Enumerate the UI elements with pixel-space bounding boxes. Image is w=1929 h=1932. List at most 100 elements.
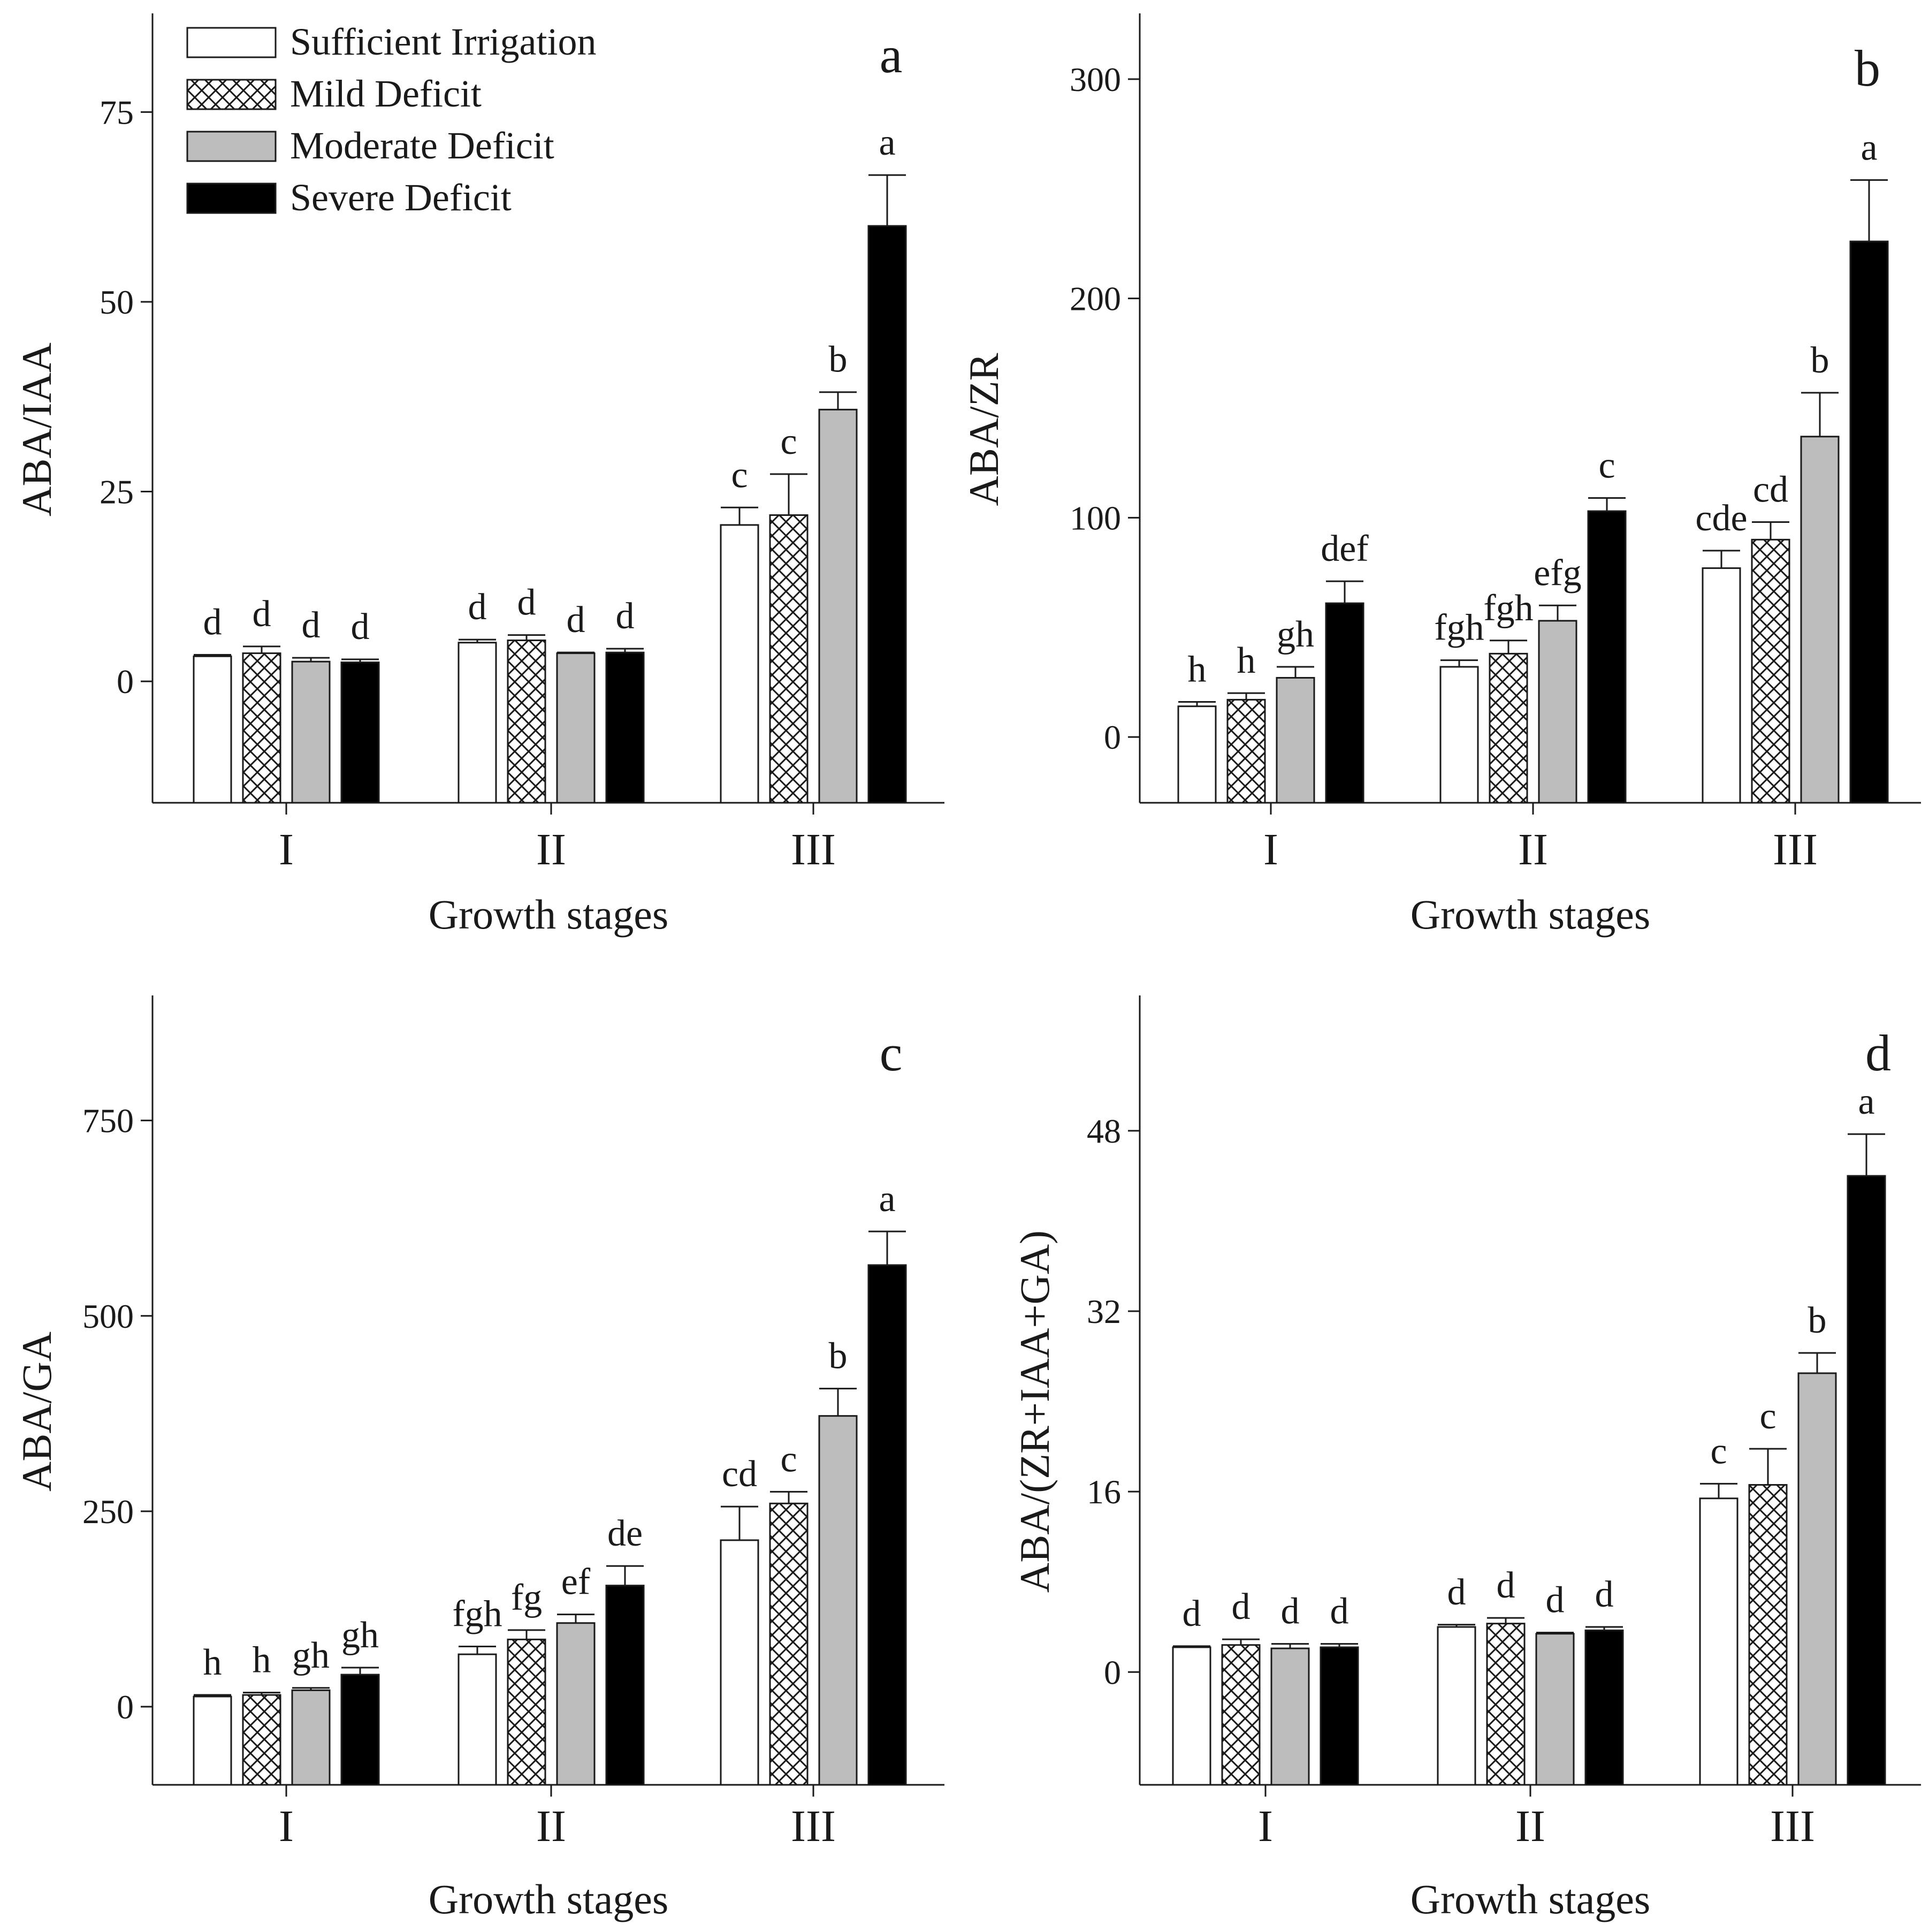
significance-label: c (1598, 445, 1615, 486)
bar (1702, 567, 1741, 804)
bar (1751, 538, 1790, 804)
significance-label: d (1330, 1591, 1349, 1632)
y-tick-label: 16 (1087, 1473, 1121, 1511)
significance-label: b (829, 1336, 848, 1377)
y-tick-label: 250 (82, 1493, 134, 1531)
y-tick-label: 0 (117, 1688, 134, 1726)
bar (1221, 1644, 1261, 1786)
panel-letter: a (880, 26, 903, 83)
y-tick-label: 500 (82, 1297, 134, 1335)
bar (458, 1653, 497, 1786)
x-tick-label: I (1258, 1801, 1273, 1851)
bar (193, 655, 232, 804)
legend-item-sufficient: Sufficient Irrigation (186, 20, 597, 63)
legend-item-mild: Mild Deficit (186, 72, 482, 115)
x-tick-label: III (791, 825, 836, 874)
bar (1320, 1646, 1359, 1786)
bar (1276, 676, 1315, 804)
y-tick-label: 50 (100, 283, 134, 321)
significance-label: cd (722, 1454, 757, 1495)
y-axis-title: ABA/GA (13, 1332, 60, 1492)
bar (1699, 1497, 1739, 1786)
significance-label: c (1759, 1396, 1776, 1437)
significance-label: a (879, 1178, 895, 1220)
significance-label: d (567, 599, 585, 641)
bar (1486, 1623, 1526, 1786)
significance-label: d (1595, 1574, 1614, 1615)
bar (1800, 436, 1840, 804)
bar (242, 1694, 281, 1786)
bar (556, 1622, 596, 1786)
significance-label: d (1281, 1591, 1300, 1632)
bar (1587, 510, 1627, 804)
significance-label: d (616, 596, 635, 637)
legend-label: Sufficient Irrigation (290, 20, 597, 63)
bar (1849, 240, 1889, 804)
bar (1172, 1646, 1211, 1786)
x-axis-title: Growth stages (1410, 891, 1650, 938)
bar (458, 642, 497, 804)
legend-item-moderate: Moderate Deficit (186, 124, 554, 167)
significance-label: d (302, 605, 321, 646)
significance-label: d (468, 587, 487, 628)
significance-label: d (351, 606, 370, 648)
panel-letter: d (1865, 1024, 1891, 1082)
bar (1270, 1647, 1310, 1786)
y-tick-label: 0 (1104, 1653, 1121, 1691)
panel-letter: b (1855, 40, 1880, 97)
bar (605, 1585, 645, 1786)
significance-label: ef (561, 1562, 591, 1603)
legend-label: Moderate Deficit (290, 124, 554, 167)
y-tick-label: 0 (1104, 718, 1121, 756)
bar (291, 1689, 331, 1786)
legend-swatch (186, 27, 277, 58)
bar (193, 1695, 232, 1786)
bar (340, 661, 380, 804)
significance-label: de (607, 1513, 643, 1554)
y-tick-label: 100 (1070, 499, 1121, 537)
y-tick-label: 32 (1087, 1292, 1121, 1330)
x-axis-title: Growth stages (1410, 1876, 1650, 1922)
significance-label: c (731, 454, 748, 496)
y-tick-label: 750 (82, 1102, 134, 1140)
significance-label: def (1321, 528, 1369, 569)
significance-label: h (203, 1642, 222, 1683)
x-axis-title: Growth stages (429, 1876, 668, 1922)
significance-label: b (829, 339, 848, 381)
significance-label: d (517, 582, 536, 623)
bar (818, 1415, 858, 1786)
bar (1797, 1372, 1837, 1786)
bar (769, 514, 809, 804)
bar (556, 652, 596, 804)
x-axis-title: Growth stages (429, 891, 668, 938)
significance-label: c (780, 421, 797, 462)
bar (340, 1674, 380, 1786)
significance-label: cde (1695, 498, 1747, 539)
bar (1226, 698, 1266, 804)
bar (291, 660, 331, 804)
significance-label: fgh (1483, 588, 1533, 629)
bar (507, 1638, 546, 1786)
significance-label: a (1858, 1081, 1874, 1122)
y-tick-label: 48 (1087, 1112, 1121, 1150)
significance-label: fgh (452, 1594, 502, 1635)
bar (769, 1502, 809, 1786)
bar (720, 1539, 759, 1786)
significance-label: gh (1277, 614, 1314, 655)
significance-label: fg (511, 1577, 542, 1618)
x-tick-label: III (791, 1801, 836, 1851)
bar (867, 225, 907, 804)
legend-swatch (186, 131, 277, 162)
significance-label: efg (1534, 552, 1581, 594)
legend-label: Severe Deficit (290, 176, 512, 219)
significance-label: b (1808, 1300, 1827, 1341)
bar (605, 651, 645, 804)
bar (720, 524, 759, 804)
x-tick-label: II (536, 825, 566, 874)
y-axis-title: ABA/(ZR+IAA+GA) (1011, 1230, 1058, 1593)
significance-label: c (780, 1439, 797, 1480)
x-tick-label: III (1773, 825, 1818, 874)
